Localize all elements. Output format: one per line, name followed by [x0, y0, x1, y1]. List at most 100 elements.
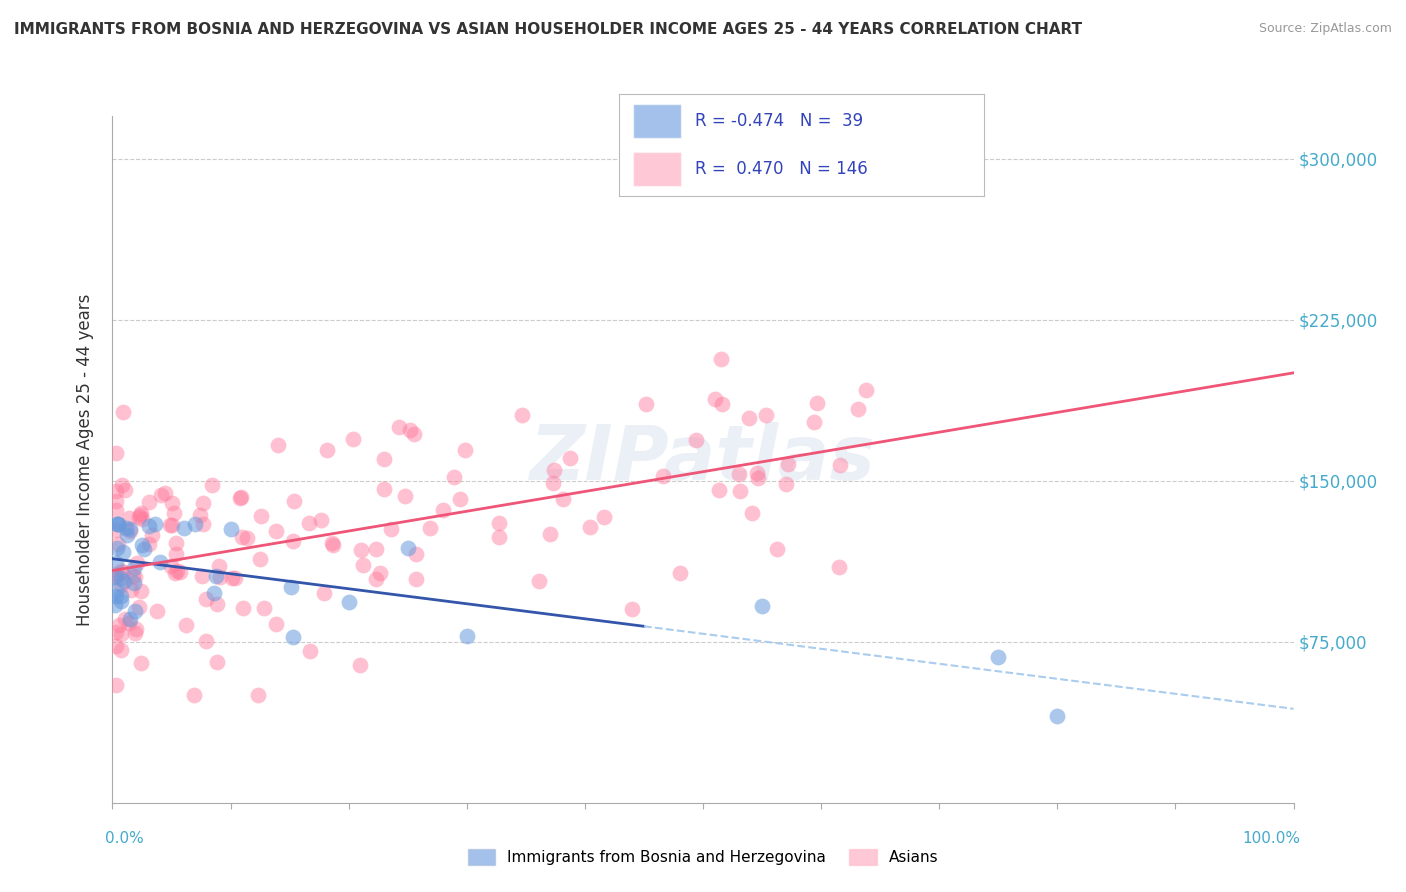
Y-axis label: Householder Income Ages 25 - 44 years: Householder Income Ages 25 - 44 years: [76, 293, 94, 625]
Point: [266, 524, 288, 538]
Point: [188, 508, 211, 523]
Point: [247, 689, 270, 703]
Point: [775, 476, 797, 491]
Point: [766, 541, 789, 556]
Point: [202, 586, 225, 600]
Point: [229, 491, 252, 505]
Point: [454, 442, 477, 457]
Point: [456, 629, 478, 643]
Text: Source: ZipAtlas.com: Source: ZipAtlas.com: [1258, 22, 1392, 36]
Point: [112, 574, 135, 588]
Point: [806, 396, 828, 410]
Point: [129, 507, 152, 521]
Point: [388, 420, 411, 434]
Point: [118, 616, 141, 631]
Point: [165, 535, 187, 549]
Text: R =  0.470   N = 146: R = 0.470 N = 146: [696, 160, 868, 178]
Point: [709, 483, 731, 498]
Point: [232, 601, 254, 615]
Point: [112, 545, 135, 559]
Point: [105, 589, 128, 603]
Point: [364, 542, 387, 557]
Point: [105, 446, 128, 460]
Point: [174, 618, 197, 632]
Point: [373, 482, 395, 496]
Point: [105, 524, 128, 538]
Point: [118, 522, 141, 536]
Point: [141, 528, 163, 542]
Point: [104, 570, 127, 584]
Point: [280, 580, 302, 594]
Point: [229, 490, 252, 504]
Point: [132, 541, 155, 556]
Point: [128, 600, 150, 615]
Point: [266, 617, 288, 632]
Point: [316, 442, 339, 457]
Point: [205, 655, 228, 669]
Point: [669, 566, 692, 580]
Point: [110, 593, 132, 607]
Point: [249, 552, 271, 566]
Point: [105, 678, 128, 692]
Point: [488, 530, 510, 544]
Point: [281, 534, 304, 549]
Point: [105, 484, 128, 499]
Point: [309, 513, 332, 527]
Point: [987, 650, 1010, 665]
Point: [373, 451, 395, 466]
Point: [219, 522, 242, 536]
Point: [747, 467, 769, 481]
Point: [191, 569, 214, 583]
Point: [322, 538, 344, 552]
Point: [110, 578, 132, 592]
Point: [527, 574, 550, 588]
Point: [208, 559, 231, 574]
Point: [208, 569, 231, 583]
Bar: [633, 104, 681, 137]
Point: [104, 598, 127, 612]
Point: [107, 516, 129, 531]
Point: [543, 463, 565, 477]
Point: [121, 568, 143, 582]
Point: [558, 451, 581, 466]
Point: [110, 571, 132, 585]
Point: [349, 658, 371, 673]
Point: [124, 569, 146, 583]
Point: [195, 591, 218, 606]
Point: [105, 567, 128, 582]
Point: [138, 536, 160, 550]
Point: [396, 541, 419, 555]
Legend: Immigrants from Bosnia and Herzegovina, Asians: Immigrants from Bosnia and Herzegovina, …: [461, 843, 945, 871]
Point: [404, 427, 426, 442]
Point: [828, 458, 851, 473]
Text: ZIPatlas: ZIPatlas: [530, 423, 876, 496]
Point: [163, 506, 186, 520]
Point: [169, 565, 191, 579]
Point: [405, 572, 427, 586]
Point: [124, 625, 146, 640]
Point: [115, 521, 138, 535]
Point: [120, 524, 142, 538]
Point: [191, 516, 214, 531]
Point: [267, 438, 290, 452]
Point: [162, 518, 184, 533]
Text: R = -0.474   N =  39: R = -0.474 N = 39: [696, 112, 863, 130]
Point: [741, 506, 763, 520]
Point: [110, 589, 132, 603]
Point: [538, 526, 561, 541]
Point: [685, 434, 707, 448]
Point: [105, 624, 128, 639]
Point: [112, 405, 135, 419]
Point: [727, 467, 749, 481]
Point: [184, 517, 207, 532]
Point: [122, 576, 145, 591]
Point: [160, 558, 183, 573]
Point: [747, 471, 769, 485]
Point: [143, 516, 166, 531]
Point: [105, 569, 128, 583]
Point: [281, 630, 304, 644]
Point: [405, 547, 427, 561]
Point: [114, 483, 136, 497]
Point: [138, 519, 160, 533]
Point: [510, 408, 533, 422]
